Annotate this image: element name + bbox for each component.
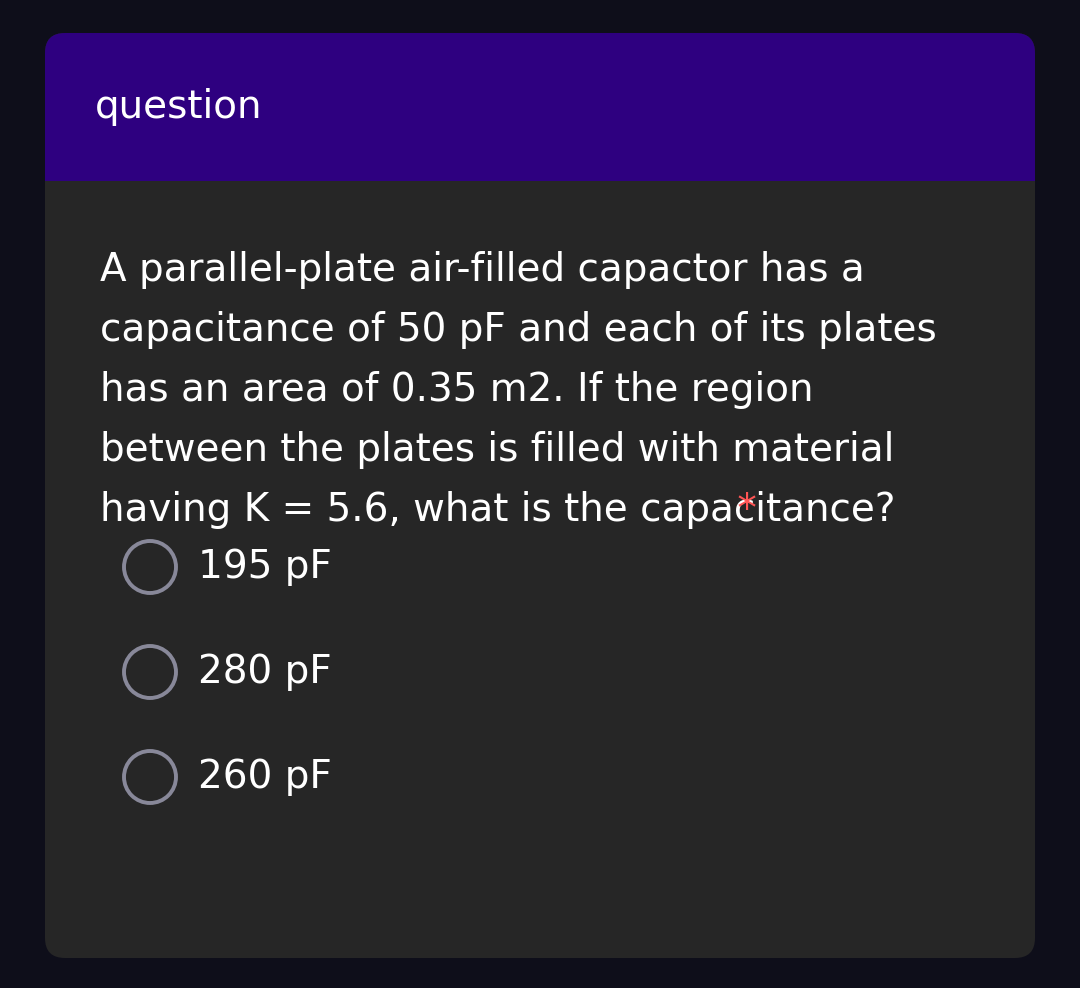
Bar <box>45 156 1035 181</box>
Text: capacitance of 50 pF and each of its plates: capacitance of 50 pF and each of its pla… <box>100 311 936 349</box>
FancyBboxPatch shape <box>45 33 1035 958</box>
Text: *: * <box>725 491 757 529</box>
Text: having K = 5.6, what is the capacitance?: having K = 5.6, what is the capacitance? <box>100 491 895 529</box>
Text: 260 pF: 260 pF <box>198 758 332 796</box>
FancyBboxPatch shape <box>45 33 1035 181</box>
Text: has an area of 0.35 m2. If the region: has an area of 0.35 m2. If the region <box>100 371 813 409</box>
Text: question: question <box>95 88 262 126</box>
Text: A parallel-plate air-filled capactor has a: A parallel-plate air-filled capactor has… <box>100 251 865 289</box>
Text: 195 pF: 195 pF <box>198 548 332 586</box>
Text: 280 pF: 280 pF <box>198 653 332 691</box>
Text: between the plates is filled with material: between the plates is filled with materi… <box>100 431 894 469</box>
